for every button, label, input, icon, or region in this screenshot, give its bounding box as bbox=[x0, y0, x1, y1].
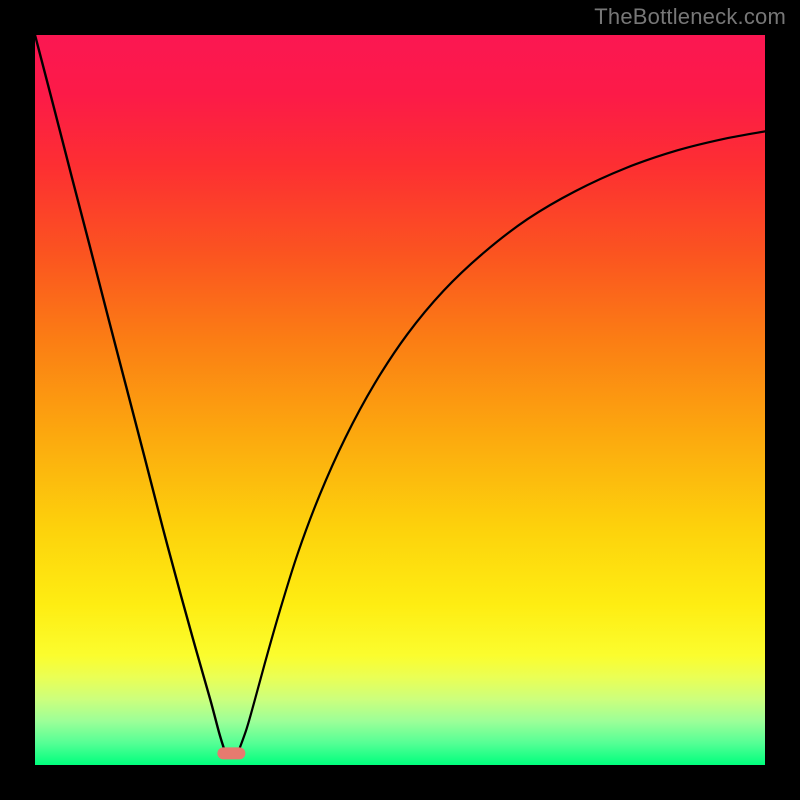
attribution-label: TheBottleneck.com bbox=[594, 4, 786, 30]
bottleneck-chart bbox=[0, 0, 800, 800]
minimum-marker bbox=[217, 747, 245, 759]
plot-background bbox=[35, 35, 765, 765]
